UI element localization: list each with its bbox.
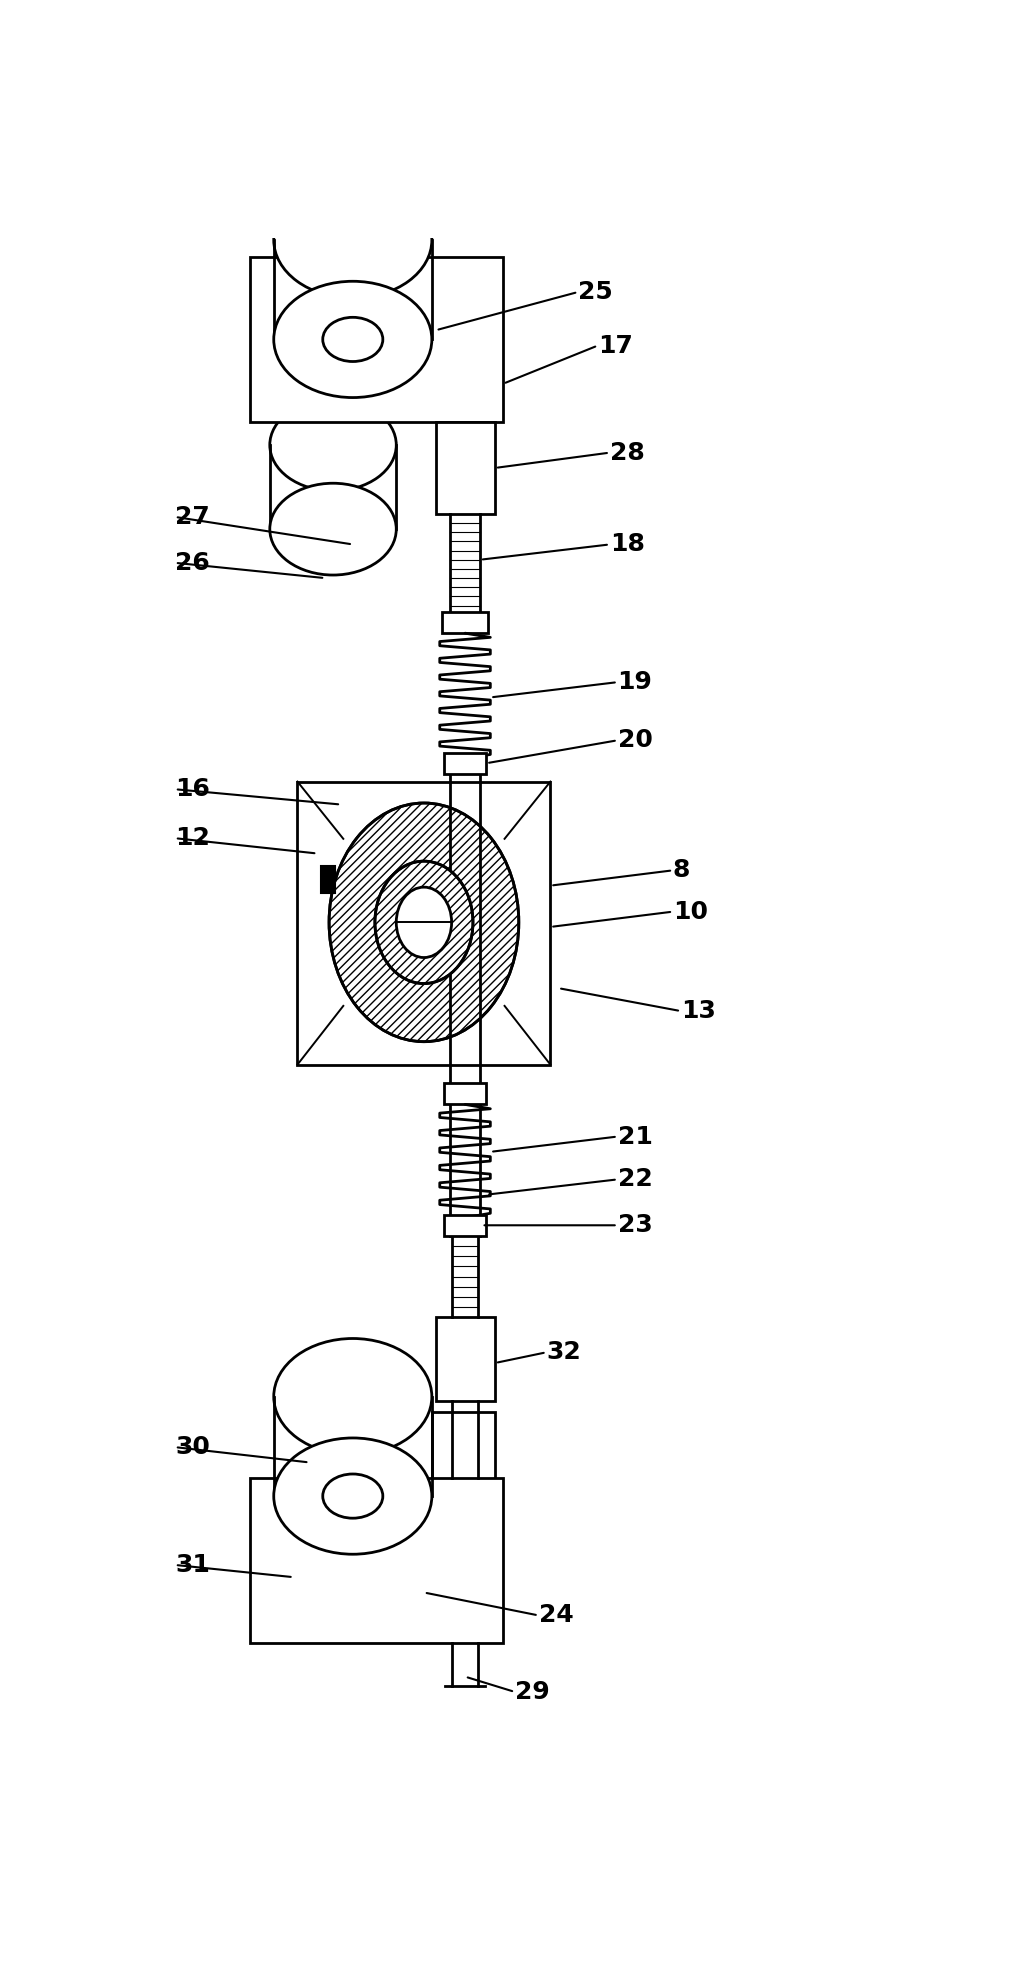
Text: 27: 27: [175, 505, 210, 529]
Bar: [441, 612, 487, 634]
Bar: [298, 781, 550, 1065]
Bar: [435, 421, 494, 515]
Bar: [250, 1478, 502, 1643]
Ellipse shape: [269, 483, 396, 574]
Ellipse shape: [273, 1339, 431, 1454]
Text: 12: 12: [175, 827, 210, 850]
Text: 23: 23: [618, 1214, 652, 1238]
Ellipse shape: [273, 1439, 431, 1554]
Ellipse shape: [322, 1474, 382, 1518]
Text: 24: 24: [538, 1604, 573, 1627]
Text: 18: 18: [609, 533, 644, 556]
Text: 25: 25: [578, 280, 612, 304]
Text: 31: 31: [175, 1554, 210, 1578]
Ellipse shape: [273, 183, 431, 298]
Ellipse shape: [273, 282, 431, 397]
Bar: [321, 866, 335, 894]
Ellipse shape: [269, 399, 396, 491]
Text: 13: 13: [681, 999, 715, 1023]
Bar: [431, 1413, 494, 1526]
Text: 22: 22: [618, 1168, 652, 1192]
Text: 20: 20: [618, 729, 652, 753]
Text: 32: 32: [546, 1341, 581, 1365]
Ellipse shape: [395, 886, 451, 958]
Text: 19: 19: [618, 670, 652, 693]
Ellipse shape: [375, 860, 473, 984]
Ellipse shape: [322, 318, 382, 362]
Bar: [443, 753, 486, 775]
Text: 28: 28: [609, 441, 644, 465]
Bar: [443, 1083, 486, 1105]
Text: 16: 16: [175, 777, 210, 801]
Text: 21: 21: [618, 1125, 652, 1148]
Bar: [250, 256, 502, 421]
Text: 10: 10: [673, 900, 707, 924]
Text: 30: 30: [175, 1435, 210, 1458]
Text: 26: 26: [175, 550, 210, 574]
Ellipse shape: [329, 803, 519, 1041]
Bar: [435, 1317, 494, 1401]
Text: 29: 29: [515, 1679, 549, 1705]
Text: 8: 8: [673, 858, 690, 882]
Text: 17: 17: [597, 334, 632, 358]
Bar: [443, 1214, 486, 1236]
